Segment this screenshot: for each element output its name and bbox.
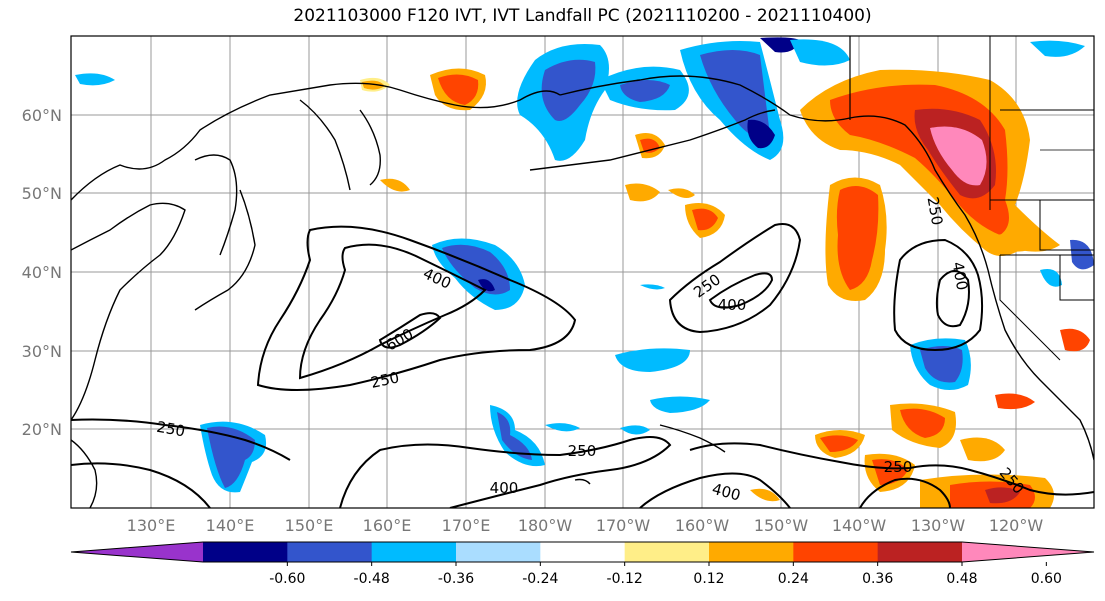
latitude-label: 40°N	[22, 263, 62, 282]
positive-anomaly-region	[668, 188, 695, 199]
negative-anomaly-region	[207, 426, 255, 488]
colorbar-tick-label: 0.48	[946, 571, 977, 587]
positive-anomaly-region	[985, 487, 1020, 504]
positive-anomaly-region	[995, 393, 1035, 410]
negative-anomaly-region	[760, 37, 800, 53]
negative-anomaly-region	[1040, 269, 1062, 287]
contour-label: 250	[369, 368, 401, 392]
negative-anomaly-region	[442, 244, 510, 295]
negative-anomaly-region	[790, 39, 850, 66]
negative-anomaly-region	[747, 119, 775, 149]
colorbar-tick-label: -0.36	[438, 571, 474, 587]
longitude-label: 170°W	[596, 516, 651, 535]
positive-anomaly-region	[960, 437, 1005, 462]
positive-anomaly-region	[362, 80, 385, 90]
colorbar-segment	[540, 542, 626, 562]
colorbar-segment	[371, 542, 457, 562]
negative-anomaly-region	[1030, 40, 1085, 57]
negative-anomaly-region	[640, 284, 665, 290]
colorbar: -0.60 -0.48 -0.36 -0.24 -0.12 0.12 0.24 0.36 0.4…	[70, 541, 1095, 587]
colorbar-tick-label: 0.24	[778, 571, 809, 587]
latitude-axis: 60°N 50°N 40°N 30°N 20°N	[22, 106, 62, 439]
positive-anomaly-region	[438, 74, 479, 105]
latitude-label: 30°N	[22, 342, 62, 361]
contour-400	[935, 270, 970, 328]
contour-label: 250	[568, 442, 597, 460]
longitude-label: 160°W	[675, 516, 730, 535]
positive-anomaly-region	[750, 488, 780, 502]
longitude-label: 140°W	[832, 516, 887, 535]
colorbar-tick-label: 0.36	[862, 571, 893, 587]
positive-anomaly-region	[820, 435, 858, 452]
colorbar-segment	[624, 542, 710, 562]
colorbar-tick-label: 0.12	[693, 571, 724, 587]
contour-label: 400	[490, 479, 519, 497]
latitude-label: 50°N	[22, 184, 62, 203]
positive-anomaly-region	[380, 178, 410, 192]
longitude-label: 120°W	[989, 516, 1044, 535]
negative-anomaly-region	[541, 59, 596, 121]
negative-anomaly-region	[497, 412, 532, 460]
negative-anomaly-region	[545, 423, 580, 432]
colorbar-tick-label: -0.48	[354, 571, 390, 587]
positive-anomaly-region	[995, 233, 1040, 252]
ivt-contours	[71, 223, 1094, 508]
positive-anomaly-region	[836, 186, 879, 290]
positive-anomaly-region	[930, 126, 987, 186]
contour-label: 400	[949, 260, 972, 291]
colorbar-segment	[709, 542, 794, 562]
colorbar-segment	[456, 542, 541, 562]
contour-label: 250	[884, 458, 913, 476]
colorbar-extend-low	[71, 542, 203, 562]
contour-label: 400	[718, 296, 747, 314]
colorbar-outline	[70, 541, 1095, 563]
positive-anomaly-region	[1060, 328, 1090, 352]
longitude-label: 160°E	[363, 516, 412, 535]
colorbar-segment	[287, 542, 373, 562]
colorbar-tick-label: -0.60	[269, 571, 305, 587]
positive-anomaly-region	[900, 408, 945, 438]
latitude-label: 60°N	[22, 106, 62, 125]
negative-anomaly-region	[920, 346, 963, 383]
contour-400	[708, 272, 774, 309]
negative-anomaly-region	[650, 396, 710, 413]
negative-anomaly-region	[478, 279, 495, 292]
longitude-axis: 130°E 140°E 150°E 160°E 170°E 180°W 170°…	[127, 516, 1044, 535]
colorbar-segment	[203, 542, 288, 562]
longitude-label: 180°W	[518, 516, 573, 535]
colorbar-segment	[877, 542, 963, 562]
colorbar-tick-label: 0.60	[1031, 571, 1062, 587]
contour-label: 250	[155, 418, 186, 441]
negative-anomaly-region	[620, 425, 650, 435]
latitude-label: 20°N	[22, 420, 62, 439]
map-panel: 400 600 250 250 400 250 400 250 250 400 …	[70, 35, 1095, 509]
longitude-label: 170°E	[442, 516, 491, 535]
longitude-label: 140°E	[206, 516, 255, 535]
contour-label-group: 400 600 250 250 400 250 400 250 250 400 …	[155, 195, 1028, 504]
contour-400	[298, 243, 487, 380]
colorbar-segment	[793, 542, 879, 562]
coastlines	[71, 36, 1094, 508]
colorbar-extend-high	[962, 542, 1094, 562]
map-title: 2021103000 F120 IVT, IVT Landfall PC (20…	[293, 6, 872, 26]
contour-label: 250	[924, 195, 947, 226]
contour-250	[893, 238, 984, 352]
longitude-label: 150°E	[285, 516, 334, 535]
map-frame	[70, 35, 1095, 509]
contour-600	[378, 312, 442, 349]
negative-anomaly-region	[75, 73, 115, 86]
positive-anomaly-region	[692, 208, 718, 231]
negative-anomaly-region	[620, 80, 670, 102]
longitude-label: 150°W	[754, 516, 809, 535]
colorbar-tick-label: -0.24	[522, 571, 558, 587]
longitude-label: 130°W	[911, 516, 966, 535]
negative-anomaly-region	[615, 348, 690, 372]
contour-250	[668, 223, 802, 334]
positive-anomaly-region	[625, 183, 660, 202]
contour-250	[256, 225, 577, 391]
longitude-label: 130°E	[127, 516, 176, 535]
colorbar-tick-label: -0.12	[607, 571, 643, 587]
